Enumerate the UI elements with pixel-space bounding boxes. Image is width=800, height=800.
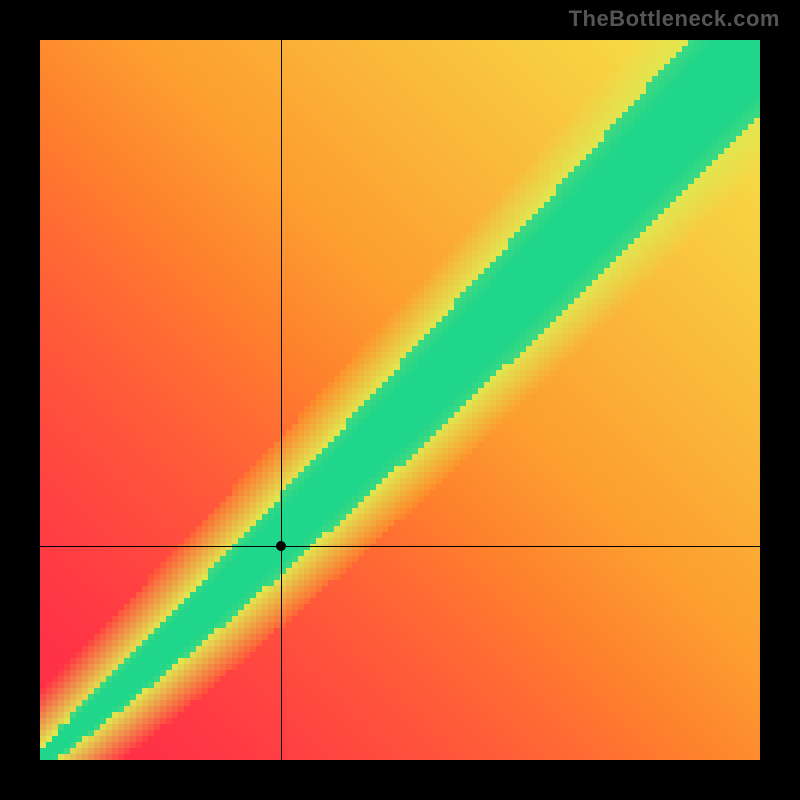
heatmap-canvas: [40, 40, 760, 760]
chart-container: TheBottleneck.com: [0, 0, 800, 800]
watermark-text: TheBottleneck.com: [569, 6, 780, 32]
plot-area: [40, 40, 760, 760]
